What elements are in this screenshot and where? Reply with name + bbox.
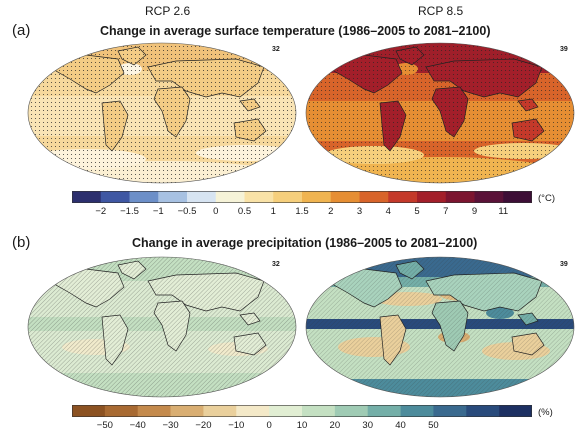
precipitation-colorbar-swatch	[236, 405, 270, 417]
temperature-colorbar-tick-label: 11	[498, 206, 509, 217]
temperature-colorbar-tick-label: −1	[152, 206, 164, 217]
temperature-colorbar-swatch	[330, 191, 360, 203]
panel-a-left-model-count: 32	[272, 46, 280, 53]
precipitation-colorbar-swatch	[433, 405, 467, 417]
temperature-colorbar-tick-label: 0	[213, 206, 219, 217]
temperature-colorbar-swatch	[72, 191, 102, 203]
precipitation-colorbar-swatch	[334, 405, 369, 417]
precipitation-colorbar-tick-label: −20	[195, 420, 212, 431]
temperature-colorbar-swatch	[158, 191, 188, 203]
temperature-colorbar-swatch	[273, 191, 303, 203]
temperature-colorbar-swatch	[474, 191, 504, 203]
precipitation-map-rcp26	[27, 256, 297, 398]
temperature-colorbar	[72, 191, 532, 203]
temperature-colorbar-tick-label: 9	[471, 206, 478, 217]
precipitation-colorbar-tick-label: −40	[129, 420, 146, 431]
temperature-colorbar-swatch	[215, 191, 245, 203]
temperature-colorbar-swatch	[388, 191, 418, 203]
precipitation-colorbar-tick-label: 40	[395, 420, 406, 431]
temperature-colorbar-tick-label: 4	[385, 206, 391, 217]
precipitation-colorbar-tick-label: 50	[428, 420, 439, 431]
temperature-unit: (°C)	[538, 193, 555, 204]
temperature-colorbar-tick-label: −0.5	[177, 206, 197, 217]
temperature-colorbar-tick-label: 2	[328, 206, 334, 217]
temperature-colorbar-swatch	[445, 191, 475, 203]
precipitation-colorbar-tick-label: 30	[362, 420, 373, 431]
precipitation-colorbar-tick-label: 20	[329, 420, 341, 431]
temperature-colorbar-swatch	[503, 191, 532, 203]
panel-a-scenario-left: RCP 2.6	[145, 4, 191, 18]
temperature-colorbar-swatch	[100, 191, 130, 203]
precipitation-colorbar-swatch	[203, 405, 237, 417]
precipitation-colorbar-tick-label: −30	[162, 420, 179, 431]
precipitation-colorbar-swatch	[466, 405, 500, 417]
temperature-colorbar-swatch	[244, 191, 274, 203]
precipitation-colorbar-swatch	[137, 405, 171, 417]
temperature-colorbar-swatch	[129, 191, 159, 203]
temperature-colorbar-tick-label: 1	[270, 206, 276, 217]
temperature-colorbar-swatch	[417, 191, 447, 203]
precipitation-colorbar-tick-label: 0	[266, 420, 272, 431]
panel-b-letter: (b)	[12, 234, 31, 251]
temperature-colorbar-tick-label: 3	[356, 206, 363, 217]
precipitation-colorbar-swatch	[72, 405, 106, 417]
precipitation-colorbar-swatch	[499, 405, 532, 417]
precipitation-colorbar-swatch	[170, 405, 204, 417]
precipitation-unit: (%)	[538, 407, 553, 418]
precipitation-colorbar-swatch	[104, 405, 139, 417]
precipitation-colorbar-tick-label: −50	[96, 420, 113, 431]
temperature-map-rcp26	[27, 42, 297, 184]
temperature-colorbar-tick-label: −2	[95, 206, 107, 217]
panel-a-right-model-count: 39	[560, 46, 568, 53]
precipitation-colorbar-ticks: −50 −40 −30 −20 −10 0 10 20 30 40 50	[72, 420, 532, 434]
precipitation-colorbar-swatch	[302, 405, 336, 417]
precipitation-colorbar-swatch	[269, 405, 303, 417]
precipitation-colorbar	[72, 405, 532, 417]
panel-a-title: Change in average surface temperature (1…	[100, 24, 491, 38]
precipitation-colorbar-tick-label: −10	[228, 420, 245, 431]
panel-a-letter: (a)	[12, 22, 31, 39]
precipitation-colorbar-swatch	[400, 405, 434, 417]
temperature-colorbar-tick-label: 5	[414, 206, 420, 217]
temperature-colorbar-tick-label: 1.5	[295, 206, 309, 217]
panel-b-left-model-count: 32	[272, 261, 280, 268]
panel-b-right-model-count: 39	[560, 261, 568, 268]
temperature-colorbar-swatch	[187, 191, 217, 203]
temperature-colorbar-tick-label: 7	[443, 206, 449, 217]
precipitation-map-rcp85	[305, 256, 575, 398]
panel-b-title: Change in average precipitation (1986–20…	[132, 236, 478, 250]
temperature-colorbar-tick-label: −1.5	[120, 206, 139, 217]
precipitation-colorbar-swatch	[367, 405, 401, 417]
temperature-colorbar-swatch	[359, 191, 389, 203]
temperature-colorbar-ticks: −2 −1.5 −1 −0.5 0 0.5 1 1.5 2 3 4 5 7 9 11	[72, 206, 532, 220]
temperature-colorbar-tick-label: 0.5	[237, 206, 252, 217]
precipitation-colorbar-tick-label: 10	[296, 420, 308, 431]
panel-a-scenario-right: RCP 8.5	[418, 4, 464, 18]
temperature-colorbar-swatch	[302, 191, 332, 203]
temperature-map-rcp85	[305, 42, 575, 184]
